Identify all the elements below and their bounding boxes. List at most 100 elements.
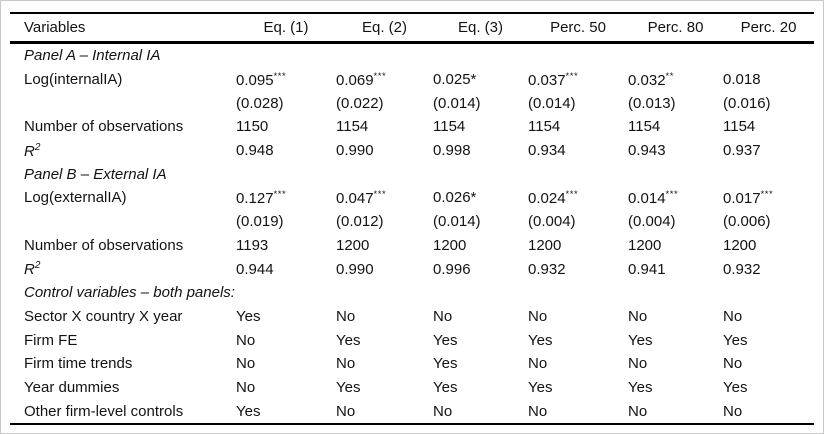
column-header: Perc. 50 [550,19,606,36]
coefficient-cell: 0.017*** [723,186,814,210]
controls-title-row: Control variables – both panels: [10,281,814,305]
control-value-cell: No [433,307,453,325]
significance-stars: ** [665,70,674,82]
r-squared-cell: 0.990 [336,260,374,278]
control-value-cell: No [236,331,256,349]
r-squared-cell: 0.932 [528,260,566,278]
significance-stars: *** [373,188,387,200]
significance-stars: *** [760,188,774,200]
r-squared-cell: 0.937 [723,142,761,160]
stderr-cell: (0.022) [336,94,384,112]
control-value-cell: Yes [723,331,748,349]
control-label: Firm FE [24,331,78,349]
coefficient-cell: 0.047*** [336,186,433,210]
observations-cell: 1200 [723,236,757,254]
control-value-cell: No [628,307,648,325]
stderr-cell: (0.004) [628,213,676,231]
control-value-cell: No [528,307,548,325]
significance-stars: *** [565,188,579,200]
stderr-cell: (0.028) [236,94,284,112]
observations-cell: 1150 [236,118,269,136]
control-value-cell: Yes [528,378,553,396]
r-squared-cell: 0.941 [628,260,666,278]
control-row: Other firm-level controls Yes No No No No No [10,399,814,424]
control-value-cell: Yes [528,331,553,349]
column-header: Eq. (1) [263,19,309,36]
control-value-cell: No [236,355,256,373]
observations-cell: 1154 [528,118,561,136]
control-value-cell: Yes [433,355,458,373]
control-row: Firm time trends No No Yes No No No [10,352,814,376]
control-value-cell: Yes [433,378,458,396]
control-row: Firm FE No Yes Yes Yes Yes Yes [10,328,814,352]
control-label: Year dummies [24,378,120,396]
control-value-cell: No [336,355,356,373]
stderr-cell: (0.014) [528,94,576,112]
control-row: Year dummies No Yes Yes Yes Yes Yes [10,376,814,400]
control-value-cell: Yes [433,331,458,349]
empty-label [10,210,236,234]
table-header-row: Variables Eq. (1) Eq. (2) Eq. (3) Perc. 50 Pe… [10,13,814,43]
observations-cell: 1200 [433,236,467,254]
panel-title: Panel A – Internal IA [24,47,161,65]
control-label: Other firm-level controls [24,402,184,420]
column-header: Eq. (2) [361,19,407,36]
stderr-cell: (0.004) [528,213,576,231]
coefficient-row: Log(internalIA) 0.095*** 0.069*** 0.025* 0.0… [10,68,814,92]
r-squared-row: R2 0.948 0.990 0.998 0.934 0.943 0.937 [10,139,814,163]
coefficient-value: 0.018 [723,71,761,89]
regression-results-table: Variables Eq. (1) Eq. (2) Eq. (3) Perc. 50 Pe… [10,12,814,425]
control-value-cell: No [336,402,356,420]
coefficient-value: 0.026 [433,189,471,207]
r-squared-row: R2 0.944 0.990 0.996 0.932 0.941 0.932 [10,257,814,281]
r-squared-cell: 0.998 [433,142,471,160]
significance-stars: *** [665,188,679,200]
stderr-cell: (0.019) [236,213,284,231]
control-value-cell: No [723,402,743,420]
stderr-cell: (0.014) [433,94,481,112]
stderr-cell: (0.006) [723,213,771,231]
coefficient-value: 0.032 [628,71,666,89]
controls-section-title: Control variables – both panels: [24,284,235,302]
coefficient-cell: 0.018 [723,68,814,92]
coefficient-value: 0.024 [528,189,566,207]
r-squared-cell: 0.948 [236,142,274,160]
control-value-cell: Yes [236,307,261,325]
coefficient-cell: 0.127*** [236,186,336,210]
significance-stars: *** [373,70,387,82]
control-value-cell: Yes [628,378,653,396]
coefficient-value: 0.037 [528,71,566,89]
control-value-cell: Yes [336,378,361,396]
control-row: Sector X country X year Yes No No No No No [10,305,814,329]
r-squared-exponent: 2 [34,260,41,272]
observations-cell: 1193 [236,236,269,254]
coefficient-row: Log(externalIA) 0.127*** 0.047*** 0.026* 0.0… [10,186,814,210]
observations-cell: 1154 [336,118,369,136]
panel-title-row: Panel B – External IA [10,162,814,186]
control-value-cell: No [528,402,548,420]
stderr-cell: (0.012) [336,213,384,231]
control-value-cell: Yes [723,378,748,396]
coefficient-cell: 0.037*** [528,68,628,92]
stderr-row: (0.019) (0.012) (0.014) (0.004) (0.004) (0.00… [10,210,814,234]
significance-stars: *** [565,70,579,82]
control-value-cell: No [628,355,648,373]
coefficient-value: 0.127 [236,189,274,207]
control-value-cell: No [723,307,743,325]
observations-cell: 1154 [433,118,466,136]
r-squared-cell: 0.944 [236,260,274,278]
control-value-cell: No [628,402,648,420]
coefficient-value: 0.017 [723,189,761,207]
coefficient-cell: 0.032** [628,68,723,92]
r-squared-cell: 0.943 [628,142,666,160]
r-squared-label: R2 [10,139,236,163]
observations-cell: 1200 [336,236,370,254]
coefficient-value: 0.069 [336,71,374,89]
control-value-cell: No [433,402,453,420]
significance-stars: * [470,71,477,89]
coefficient-cell: 0.024*** [528,186,628,210]
control-value-cell: No [336,307,356,325]
coefficient-value: 0.025 [433,71,471,89]
control-value-cell: No [723,355,743,373]
